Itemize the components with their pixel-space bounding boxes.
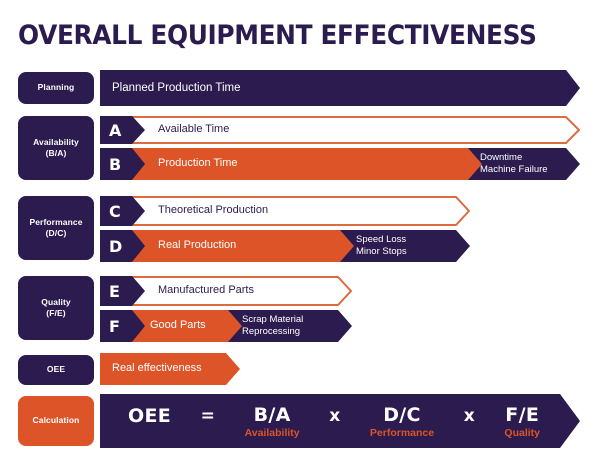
category-label-quality-sub: (F/E) xyxy=(46,308,66,318)
bar-theoretical-production-label: Theoretical Production xyxy=(158,204,269,217)
category-label-oee: OEE xyxy=(18,355,94,385)
bar-theoretical-production: Theoretical Production xyxy=(100,196,470,226)
letter-badge-a-text: A xyxy=(109,120,122,140)
page-title: OVERALL EQUIPMENT EFFECTIVENESS xyxy=(18,20,537,51)
downtime-line-2: Machine Failure xyxy=(480,164,548,175)
category-label-availability: Availability (B/A) xyxy=(18,116,94,180)
calc-operator-times-1: x xyxy=(329,405,341,426)
downtime-line-1: Downtime xyxy=(480,152,523,164)
category-label-calculation-text: Calculation xyxy=(32,415,80,426)
bar-production-time-label: Production Time xyxy=(158,157,238,170)
calculation-formula-inner: OEE = B/A Availability x D/C Performance… xyxy=(100,404,580,439)
category-label-quality: Quality (F/E) xyxy=(18,276,94,340)
calc-term-oee: OEE xyxy=(128,405,171,438)
letter-badge-e-text: E xyxy=(109,281,120,301)
category-label-calculation: Calculation xyxy=(18,396,94,446)
calc-term-availability-bottom: Availability xyxy=(244,426,300,439)
bar-real-effectiveness-label: Real effectiveness xyxy=(112,362,202,375)
letter-badge-b-text: B xyxy=(109,154,122,174)
calc-term-performance-bottom: Performance xyxy=(369,426,435,439)
letter-badge-c-text: C xyxy=(109,201,121,221)
scrap-line-2: Reprocessing xyxy=(242,326,301,337)
bar-real-effectiveness: Real effectiveness xyxy=(100,353,240,385)
calc-term-quality: F/E Quality xyxy=(504,404,540,439)
bar-speed-loss-minor-stops-label: Speed Loss Minor Stops xyxy=(330,234,407,258)
bar-planned-production-time: Planned Production Time xyxy=(100,70,580,106)
category-label-availability-text: Availability xyxy=(33,136,79,147)
category-label-performance-sub: (D/C) xyxy=(45,228,67,238)
category-label-performance-text: Performance xyxy=(29,216,83,227)
calc-term-availability: B/A Availability xyxy=(245,404,300,439)
calculation-formula-bar: OEE = B/A Availability x D/C Performance… xyxy=(100,394,580,448)
category-label-performance: Performance (D/C) xyxy=(18,196,94,260)
bar-real-production-label: Real Production xyxy=(158,239,237,252)
bar-planned-production-time-label: Planned Production Time xyxy=(112,81,241,94)
bar-scrap-material-reprocessing-label: Scrap Material Reprocessing xyxy=(218,314,303,338)
speed-loss-line-1: Speed Loss xyxy=(356,234,407,246)
calc-term-oee-top: OEE xyxy=(128,404,172,427)
calc-term-performance: D/C Performance xyxy=(370,404,434,439)
category-label-oee-text: OEE xyxy=(46,364,66,375)
calc-term-availability-top: B/A xyxy=(253,403,291,426)
category-label-planning: Planning xyxy=(18,72,94,104)
category-label-planning-text: Planning xyxy=(37,82,75,93)
bar-good-parts-label: Good Parts xyxy=(150,319,206,332)
bar-available-time-label: Available Time xyxy=(158,123,230,136)
bar-available-time: Available Time xyxy=(100,116,580,144)
category-label-availability-sub: (B/A) xyxy=(45,148,67,158)
speed-loss-line-2: Minor Stops xyxy=(356,246,407,257)
calc-operator-equals: = xyxy=(200,405,215,426)
category-label-quality-text: Quality xyxy=(41,296,71,307)
bar-manufactured-parts-label: Manufactured Parts xyxy=(158,284,254,297)
calc-operator-times-2: x xyxy=(463,405,475,426)
letter-badge-f-text: F xyxy=(109,316,120,336)
bar-production-time: Production Time xyxy=(100,148,482,180)
bar-downtime-machine-failure-label: Downtime Machine Failure xyxy=(456,152,548,176)
calc-term-performance-top: D/C xyxy=(383,403,421,426)
bar-downtime-machine-failure: Downtime Machine Failure xyxy=(456,148,580,180)
letter-badge-d-text: D xyxy=(109,236,123,256)
calc-term-quality-top: F/E xyxy=(505,403,540,426)
calc-term-quality-bottom: Quality xyxy=(504,426,540,439)
scrap-line-1: Scrap Material xyxy=(242,314,304,326)
